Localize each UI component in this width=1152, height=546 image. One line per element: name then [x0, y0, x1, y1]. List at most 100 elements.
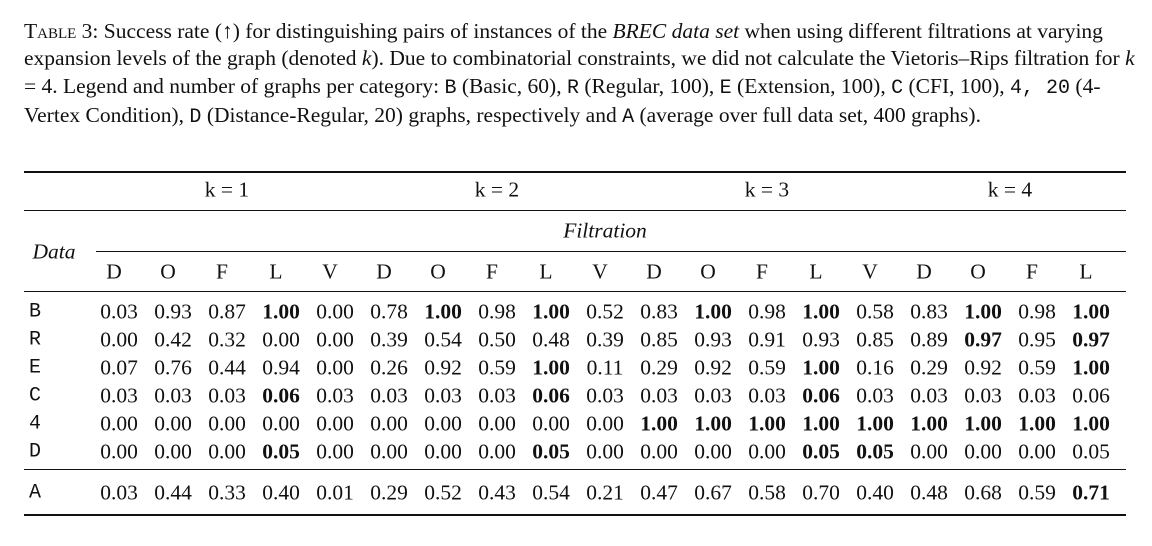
cell-value: 0.71 [1072, 480, 1110, 505]
data-header: Data [32, 239, 76, 264]
cell-value: 0.00 [370, 439, 408, 464]
cell-value: 0.85 [856, 327, 894, 352]
column-header: V [862, 259, 878, 284]
cell-value: 0.03 [424, 383, 462, 408]
cell-value: 0.98 [478, 299, 516, 324]
cell-value: 0.00 [316, 411, 354, 436]
cell-value: 0.03 [100, 383, 138, 408]
group-header: k = 2 [474, 177, 520, 202]
cell-value: 1.00 [856, 411, 894, 436]
cell-value: 0.03 [370, 383, 408, 408]
cell-value: 0.00 [316, 327, 354, 352]
cell-value: 0.59 [1018, 355, 1056, 380]
row-label: D [28, 440, 42, 464]
cell-value: 1.00 [640, 411, 678, 436]
cell-value: 1.00 [802, 355, 840, 380]
column-header: F [216, 259, 228, 284]
group-header: k = 4 [987, 177, 1033, 202]
cell-value: 0.03 [964, 383, 1002, 408]
group-header: k = 1 [204, 177, 250, 202]
caption-text: (Extension, 100), [731, 73, 892, 98]
cell-value: 0.11 [586, 355, 624, 380]
cell-value: 1.00 [1018, 411, 1056, 436]
cell-value: 0.05 [802, 439, 840, 464]
cell-value: 0.97 [964, 327, 1002, 352]
caption-text: C [891, 76, 904, 100]
cell-value: 0.00 [532, 411, 570, 436]
cell-value: 0.52 [424, 480, 462, 505]
column-header: D [646, 259, 662, 284]
cell-value: 0.44 [154, 480, 192, 505]
caption-text: = 4. Legend and number of graphs per cat… [24, 73, 445, 98]
cell-value: 1.00 [964, 299, 1002, 324]
cell-value: 0.91 [748, 327, 786, 352]
cell-value: 0.03 [478, 383, 516, 408]
row-label: 4 [28, 412, 42, 436]
cell-value: 0.00 [154, 411, 192, 436]
cell-value: 0.00 [262, 327, 300, 352]
cell-value: 1.00 [532, 355, 570, 380]
cell-value: 0.33 [208, 480, 246, 505]
cell-value: 0.59 [1018, 480, 1056, 505]
caption-text: D [189, 105, 202, 129]
cell-value: 0.07 [100, 355, 138, 380]
cell-value: 0.00 [478, 411, 516, 436]
column-header: L [269, 259, 283, 284]
caption-text: (CFI, 100), [903, 73, 1011, 98]
cell-value: 0.47 [640, 480, 678, 505]
cell-value: 0.03 [316, 383, 354, 408]
cell-value: 0.93 [154, 299, 192, 324]
cell-value: 0.00 [748, 439, 786, 464]
cell-value: 0.94 [262, 355, 300, 380]
cell-value: 0.00 [154, 439, 192, 464]
cell-value: 0.00 [910, 439, 948, 464]
column-header: D [106, 259, 122, 284]
cell-value: 1.00 [1072, 299, 1110, 324]
cell-value: 1.00 [694, 411, 732, 436]
cell-value: 0.52 [586, 299, 624, 324]
cell-value: 0.78 [370, 299, 408, 324]
cell-value: 0.00 [262, 411, 300, 436]
column-header: O [160, 259, 176, 284]
caption-text: R [566, 76, 579, 100]
cell-value: 0.03 [586, 383, 624, 408]
caption-text: Success rate (↑) for distinguishing pair… [98, 19, 613, 43]
column-header: L [809, 259, 823, 284]
cell-value: 0.83 [910, 299, 948, 324]
caption-text: ). Due to combinatorial constraints, we … [371, 46, 1126, 71]
column-header: O [700, 259, 716, 284]
cell-value: 0.39 [586, 327, 624, 352]
cell-value: 0.54 [424, 327, 462, 352]
cell-value: 0.00 [586, 439, 624, 464]
caption-text: (4-Vertex Condition), [24, 73, 1101, 127]
cell-value: 0.43 [478, 480, 516, 505]
cell-value: 0.00 [478, 439, 516, 464]
cell-value: 0.00 [1018, 439, 1056, 464]
filtration-rule [96, 251, 1126, 252]
caption-text: (Basic, 60), [456, 73, 567, 98]
cell-value: 0.06 [1072, 383, 1110, 408]
row-label: R [28, 328, 42, 352]
bottom-rule [24, 514, 1126, 516]
cell-value: 0.03 [640, 383, 678, 408]
caption-text: (Regular, 100), [578, 73, 720, 98]
cell-value: 0.98 [748, 299, 786, 324]
top-rule [24, 171, 1126, 173]
cell-value: 0.03 [100, 299, 138, 324]
row-label: C [28, 384, 42, 408]
cell-value: 0.16 [856, 355, 894, 380]
cell-value: 0.03 [1018, 383, 1056, 408]
summary-rule [24, 469, 1126, 470]
cell-value: 1.00 [910, 411, 948, 436]
cell-value: 0.00 [316, 439, 354, 464]
column-header: V [322, 259, 338, 284]
cell-value: 0.93 [802, 327, 840, 352]
cell-value: 1.00 [748, 411, 786, 436]
column-header: V [592, 259, 608, 284]
cell-value: 0.00 [370, 411, 408, 436]
cell-value: 0.00 [586, 411, 624, 436]
cell-value: 0.00 [964, 439, 1002, 464]
column-header: O [430, 259, 446, 284]
cell-value: 0.00 [424, 439, 462, 464]
cell-value: 0.87 [208, 299, 246, 324]
